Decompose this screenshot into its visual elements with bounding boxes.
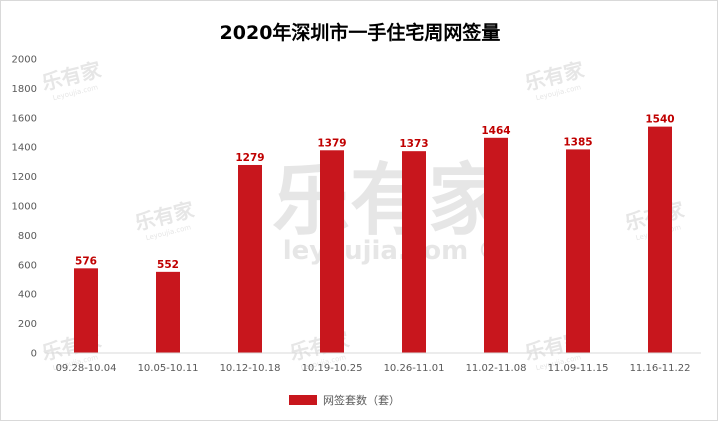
y-tick-label: 1600 <box>12 113 37 124</box>
y-tick-label: 1000 <box>12 202 37 213</box>
bar-value-label: 552 <box>157 259 179 271</box>
y-tick-label: 1200 <box>12 172 37 183</box>
x-tick-label: 10.26-11.01 <box>384 363 445 374</box>
bar <box>484 137 508 353</box>
bar <box>238 164 262 353</box>
x-axis: 09.28-10.04 10.05-10.11 10.12-10.18 10.19-1… <box>45 352 701 374</box>
bar-value-label: 1385 <box>563 136 592 148</box>
watermark-site-large: leyoujia.com ® <box>283 236 504 266</box>
y-tick-label: 200 <box>18 319 37 330</box>
x-tick-label: 10.12-10.18 <box>220 363 281 374</box>
bar-value-label: 1379 <box>317 137 346 149</box>
legend: 网签套数（套） <box>289 393 400 407</box>
y-tick-label: 400 <box>18 290 37 301</box>
bar-value-label: 576 <box>75 255 97 267</box>
watermark-brand-large: 乐有家 <box>272 156 506 246</box>
legend-swatch <box>289 395 317 405</box>
bar-value-label: 1373 <box>399 138 428 150</box>
x-tick-label: 10.19-10.25 <box>302 363 363 374</box>
bar-value-label: 1279 <box>235 152 264 164</box>
bar <box>156 271 180 353</box>
bar <box>74 268 98 353</box>
y-axis: 0 200 400 600 800 1000 1200 1400 1600 1800 2000 <box>12 55 37 360</box>
x-tick-label: 11.09-11.15 <box>548 363 609 374</box>
y-tick-label: 1800 <box>12 84 37 95</box>
bar <box>648 126 672 354</box>
y-tick-label: 1400 <box>12 143 37 154</box>
bar-value-label: 1540 <box>645 114 674 126</box>
bar-series: 576 552 1279 1379 1373 1464 1385 1540 <box>74 114 675 354</box>
y-tick-label: 600 <box>18 260 37 271</box>
bar <box>402 151 426 353</box>
x-tick-label: 10.05-10.11 <box>138 363 199 374</box>
bar-value-label: 1464 <box>481 125 510 137</box>
x-tick-label: 11.16-11.22 <box>630 363 691 374</box>
y-tick-label: 2000 <box>12 55 37 66</box>
chart-title: 2020年深圳市一手住宅周网签量 <box>220 21 501 44</box>
bar <box>320 150 344 353</box>
x-tick-label: 09.28-10.04 <box>56 363 117 374</box>
y-tick-label: 800 <box>18 231 37 242</box>
legend-label: 网签套数（套） <box>323 393 400 407</box>
x-tick-label: 11.02-11.08 <box>466 363 527 374</box>
y-tick-label: 0 <box>31 349 37 360</box>
bar <box>566 149 590 353</box>
